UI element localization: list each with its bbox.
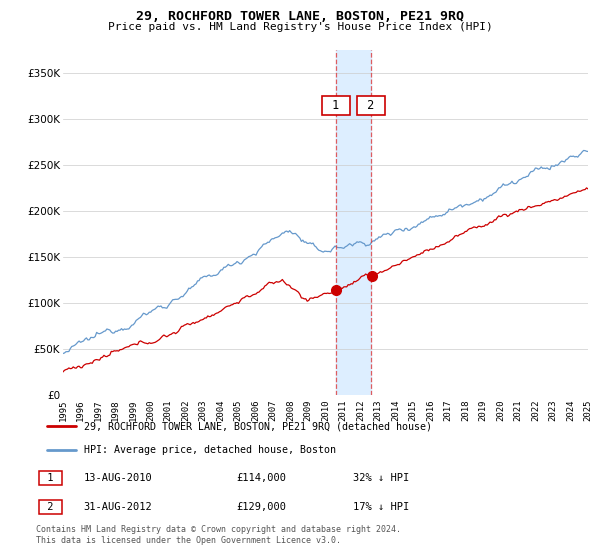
Text: 2: 2 xyxy=(41,502,60,512)
Text: 32% ↓ HPI: 32% ↓ HPI xyxy=(353,473,409,483)
Text: £114,000: £114,000 xyxy=(236,473,287,483)
Bar xyxy=(336,50,371,395)
Text: £129,000: £129,000 xyxy=(236,502,287,512)
Text: Contains HM Land Registry data © Crown copyright and database right 2024.
This d: Contains HM Land Registry data © Crown c… xyxy=(36,525,401,545)
Text: 2: 2 xyxy=(361,99,382,112)
Text: Price paid vs. HM Land Registry's House Price Index (HPI): Price paid vs. HM Land Registry's House … xyxy=(107,22,493,32)
Text: 29, ROCHFORD TOWER LANE, BOSTON, PE21 9RQ: 29, ROCHFORD TOWER LANE, BOSTON, PE21 9R… xyxy=(136,10,464,23)
Text: 1: 1 xyxy=(325,99,347,112)
Text: 1: 1 xyxy=(41,473,60,483)
Text: 13-AUG-2010: 13-AUG-2010 xyxy=(83,473,152,483)
Text: 31-AUG-2012: 31-AUG-2012 xyxy=(83,502,152,512)
Text: 29, ROCHFORD TOWER LANE, BOSTON, PE21 9RQ (detached house): 29, ROCHFORD TOWER LANE, BOSTON, PE21 9R… xyxy=(83,421,431,431)
Text: 17% ↓ HPI: 17% ↓ HPI xyxy=(353,502,409,512)
Text: HPI: Average price, detached house, Boston: HPI: Average price, detached house, Bost… xyxy=(83,445,335,455)
